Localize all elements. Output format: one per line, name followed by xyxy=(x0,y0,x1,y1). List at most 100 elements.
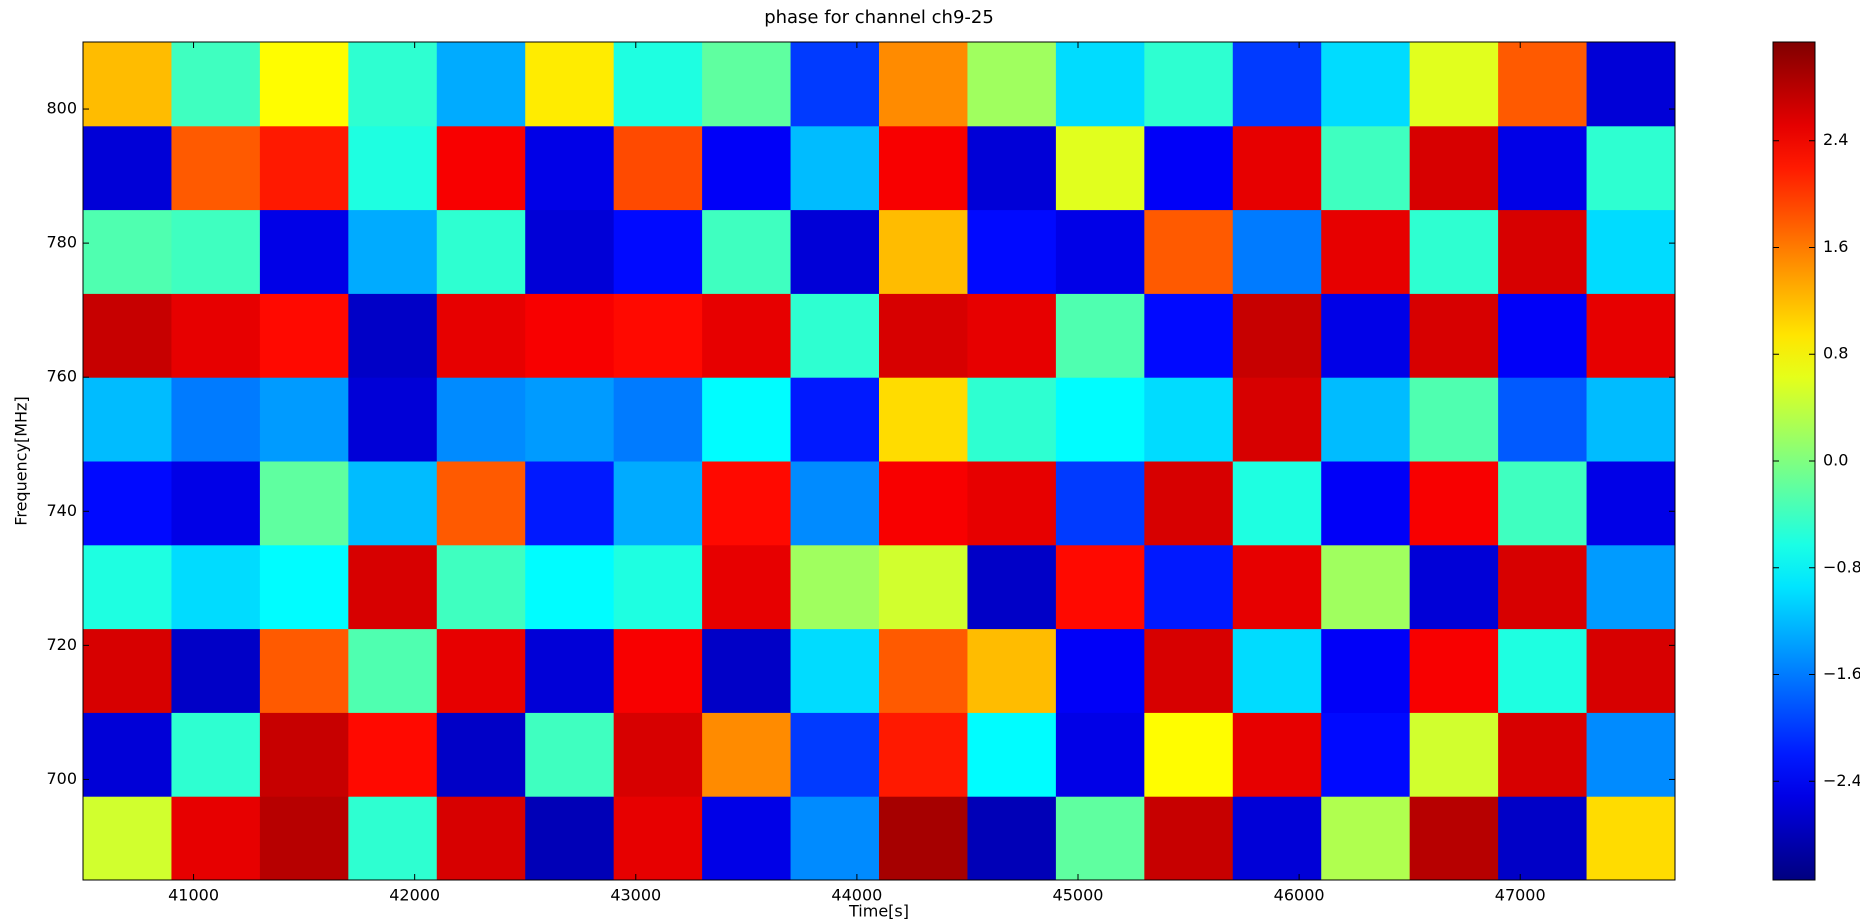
heatmap-cell xyxy=(1321,125,1411,211)
heatmap-cell xyxy=(348,461,438,546)
heatmap-cell xyxy=(1586,796,1676,881)
heatmap-cell xyxy=(1409,796,1499,881)
y-tick-label: 760 xyxy=(46,367,77,386)
heatmap-cell xyxy=(613,125,703,211)
heatmap-cell xyxy=(83,544,172,630)
y-tick-label: 720 xyxy=(46,635,77,654)
heatmap-cell xyxy=(259,209,349,294)
heatmap-cell xyxy=(790,377,880,462)
heatmap-cell xyxy=(1232,544,1322,630)
heatmap-cell xyxy=(1586,125,1676,211)
heatmap-cell xyxy=(1409,209,1499,294)
heatmap-cell xyxy=(83,42,172,127)
heatmap-cell xyxy=(1409,125,1499,211)
heatmap-cell xyxy=(1144,544,1234,630)
heatmap-cell xyxy=(613,628,703,713)
heatmap-cell xyxy=(702,796,792,881)
heatmap-cell xyxy=(613,544,703,630)
heatmap-cell xyxy=(1055,712,1145,797)
heatmap-cell xyxy=(1586,293,1676,378)
heatmap-cell xyxy=(1144,712,1234,797)
heatmap-cell xyxy=(613,712,703,797)
heatmap-cell xyxy=(1321,628,1411,713)
heatmap-cell xyxy=(171,42,261,127)
heatmap-cell xyxy=(1321,209,1411,294)
y-tick-label: 780 xyxy=(46,233,77,252)
heatmap-cell xyxy=(879,796,968,881)
y-tick-label: 700 xyxy=(46,769,77,788)
heatmap-cell xyxy=(1498,42,1588,127)
colorbar-tick-label: 0.0 xyxy=(1823,451,1848,470)
colorbar-tick-label: −0.8 xyxy=(1823,557,1860,576)
heatmap-cell xyxy=(436,125,526,211)
heatmap-cell xyxy=(1232,796,1322,881)
heatmap-cell xyxy=(1232,293,1322,378)
heatmap-cell xyxy=(702,712,792,797)
heatmap-cell xyxy=(613,42,703,127)
heatmap-cell xyxy=(525,42,615,127)
heatmap-cell xyxy=(83,628,172,713)
heatmap-cell xyxy=(83,712,172,797)
heatmap-cell xyxy=(525,796,615,881)
heatmap-cell xyxy=(83,293,172,378)
heatmap-cell xyxy=(1498,293,1588,378)
heatmap-cell xyxy=(879,125,968,211)
heatmap-cell xyxy=(1586,42,1676,127)
colorbar-tick-label: 0.8 xyxy=(1823,344,1848,363)
heatmap-cell xyxy=(1232,712,1322,797)
heatmap-cell xyxy=(1055,628,1145,713)
heatmap-cell xyxy=(1055,42,1145,127)
heatmap-cell xyxy=(436,628,526,713)
heatmap-cell xyxy=(1498,125,1588,211)
heatmap-cell xyxy=(1586,628,1676,713)
heatmap-cell xyxy=(436,293,526,378)
heatmap-cell xyxy=(83,796,172,881)
heatmap-cell xyxy=(613,796,703,881)
heatmap-cell xyxy=(879,42,968,127)
heatmap-cell xyxy=(348,712,438,797)
heatmap-cell xyxy=(1055,461,1145,546)
plot-frame xyxy=(82,41,1676,881)
heatmap-cell xyxy=(879,628,968,713)
heatmap-cell xyxy=(613,377,703,462)
heatmap-cell xyxy=(1321,461,1411,546)
heatmap-cell xyxy=(171,461,261,546)
heatmap-cell xyxy=(171,796,261,881)
heatmap-cell xyxy=(525,377,615,462)
heatmap-cell xyxy=(259,293,349,378)
heatmap-cell xyxy=(1321,544,1411,630)
heatmap-cell xyxy=(967,293,1057,378)
heatmap-cell xyxy=(613,209,703,294)
heatmap-cell xyxy=(879,377,968,462)
x-tick-label: 41000 xyxy=(168,886,219,905)
heatmap-cell xyxy=(879,461,968,546)
heatmap-cell xyxy=(1586,712,1676,797)
heatmap-cell xyxy=(1498,544,1588,630)
heatmap-cell xyxy=(436,461,526,546)
y-axis-label: Frequency[MHz] xyxy=(12,396,31,525)
heatmap-cell xyxy=(790,461,880,546)
x-tick-label: 47000 xyxy=(1495,886,1546,905)
heatmap-cell xyxy=(1409,293,1499,378)
x-tick-label: 45000 xyxy=(1053,886,1104,905)
heatmap-cell xyxy=(790,125,880,211)
heatmap-cell xyxy=(348,293,438,378)
heatmap-cell xyxy=(879,293,968,378)
heatmap-cell xyxy=(1409,461,1499,546)
heatmap-cell xyxy=(1586,544,1676,630)
heatmap-cell xyxy=(1498,377,1588,462)
heatmap-cell xyxy=(702,628,792,713)
x-axis-label: Time[s] xyxy=(848,902,909,921)
heatmap-cell xyxy=(1055,377,1145,462)
heatmap-cell xyxy=(259,796,349,881)
heatmap-cell xyxy=(967,712,1057,797)
heatmap-cell xyxy=(1498,796,1588,881)
heatmap-cell xyxy=(525,125,615,211)
heatmap-cell xyxy=(1321,712,1411,797)
heatmap-cell xyxy=(790,628,880,713)
heatmap-cell xyxy=(348,125,438,211)
heatmap-cell xyxy=(967,42,1057,127)
heatmap-cell xyxy=(1321,293,1411,378)
heatmap-cell xyxy=(348,796,438,881)
